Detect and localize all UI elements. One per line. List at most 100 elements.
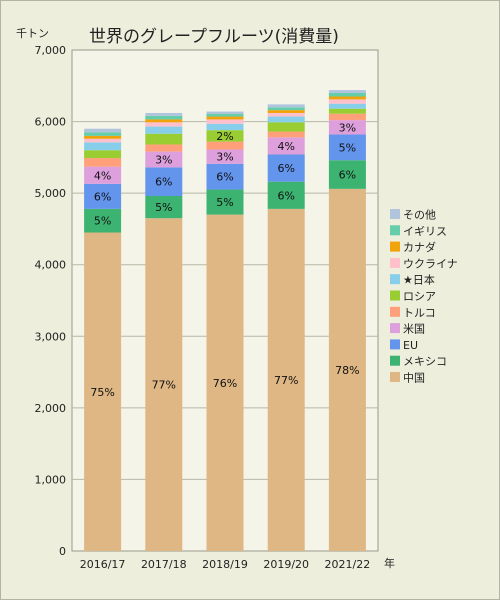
data-label: 5%: [216, 196, 233, 209]
legend-label: イギリス: [403, 225, 447, 238]
bar-segment: [328, 188, 366, 551]
data-label: 2%: [216, 130, 233, 143]
y-tick-label: 0: [59, 545, 66, 558]
bar-segment: [206, 189, 244, 215]
x-tick-label: 2019/20: [263, 558, 309, 571]
bar-segment: [145, 115, 183, 120]
data-label: 76%: [213, 377, 237, 390]
legend-swatch: [390, 323, 400, 334]
legend-label: ★日本: [403, 273, 435, 287]
bar-segment: [206, 113, 244, 117]
data-label: 4%: [94, 169, 111, 182]
bar-segment: [145, 126, 183, 134]
legend-label: その他: [403, 209, 436, 222]
bar-segment: [84, 158, 122, 167]
data-label: 6%: [216, 171, 233, 184]
legend-label: ロシア: [403, 290, 436, 303]
bar-segment: [84, 142, 122, 151]
y-tick-label: 3,000: [35, 330, 67, 343]
bar-segment: [267, 154, 305, 182]
legend-swatch: [390, 306, 400, 317]
bar-segment: [206, 214, 244, 551]
bars: 75% 5% 6% 4% 77% 5% 6% 3% 76% 5% 6% 3% 2% 77% 6% 6% 4% 78…: [84, 90, 366, 552]
bar-segment: [145, 167, 183, 197]
y-tick-label: 4,000: [35, 259, 67, 272]
bar-segment: [206, 149, 244, 164]
data-label: 5%: [94, 215, 111, 228]
legend-label: カナダ: [403, 240, 436, 254]
bar-segment: [145, 144, 183, 152]
legend-swatch: [390, 241, 400, 252]
bar-segment: [145, 133, 183, 145]
data-label: 3%: [155, 154, 172, 167]
bar-segment: [145, 196, 183, 219]
bar-segment: [267, 181, 305, 209]
bar-segment: [145, 119, 183, 123]
bar-segment: [206, 111, 244, 114]
bar-segment: [328, 120, 366, 135]
x-tick-label: 2017/18: [141, 558, 187, 571]
bar-segment: [328, 134, 366, 161]
bar-segment: [84, 150, 122, 159]
bar-segment: [206, 141, 244, 150]
legend-label: ウクライナ: [403, 257, 458, 270]
bar-segment: [84, 232, 122, 551]
y-unit-label: 千トン: [16, 27, 49, 40]
bar-segment: [328, 103, 366, 109]
bar-segment: [267, 116, 305, 123]
y-tick-label: 5,000: [35, 187, 67, 200]
data-label: 6%: [94, 190, 111, 203]
bar-segment: [267, 107, 305, 111]
bar-segment: [84, 132, 122, 136]
data-label: 5%: [339, 141, 356, 154]
bar-segment: [84, 183, 122, 209]
legend-swatch: [390, 290, 400, 301]
bar-segment: [328, 92, 366, 97]
bar-segment: [206, 119, 244, 124]
bar-segment: [328, 108, 366, 114]
bar-segment: [267, 112, 305, 117]
data-label: 77%: [152, 379, 176, 392]
legend-label: 中国: [403, 372, 425, 385]
bar-segment: [206, 116, 244, 120]
y-tick-label: 2,000: [35, 402, 67, 415]
data-label: 3%: [339, 121, 356, 134]
bar-segment: [328, 90, 366, 93]
data-label: 3%: [216, 151, 233, 164]
bar-segment: [267, 208, 305, 552]
bar-segment: [84, 166, 122, 184]
data-label: 6%: [339, 169, 356, 182]
legend-swatch: [390, 257, 400, 268]
bar-segment: [145, 151, 183, 168]
legend-label: 米国: [403, 323, 425, 336]
bar-segment: [84, 135, 122, 139]
y-tick-label: 6,000: [35, 116, 67, 129]
data-label: 6%: [277, 189, 294, 202]
bar-segment: [328, 99, 366, 104]
y-tick-label: 7,000: [35, 44, 67, 57]
bar-segment: [267, 137, 305, 155]
legend-label: トルコ: [403, 306, 436, 319]
x-tick-label: 2018/19: [202, 558, 248, 571]
bar-segment: [328, 113, 366, 121]
chart-title: 世界のグレープフルーツ(消費量): [89, 27, 339, 47]
legend-swatch: [390, 274, 400, 285]
data-label: 77%: [274, 374, 298, 387]
bar-segment: [84, 208, 122, 233]
bar-segment: [145, 122, 183, 127]
data-label: 4%: [277, 140, 294, 153]
bar-segment: [145, 218, 183, 551]
x-tick-label: 2016/17: [80, 558, 126, 571]
bar-segment: [145, 112, 183, 116]
legend-swatch: [390, 225, 400, 236]
bar-segment: [206, 130, 244, 142]
bar-segment: [206, 123, 244, 131]
data-label: 6%: [155, 176, 172, 189]
x-tick-label: 2021/22: [325, 558, 371, 571]
data-label: 6%: [277, 162, 294, 175]
bar-segment: [84, 138, 122, 143]
data-label: 78%: [335, 364, 359, 377]
bar-segment: [328, 96, 366, 100]
bar-segment: [267, 122, 305, 132]
